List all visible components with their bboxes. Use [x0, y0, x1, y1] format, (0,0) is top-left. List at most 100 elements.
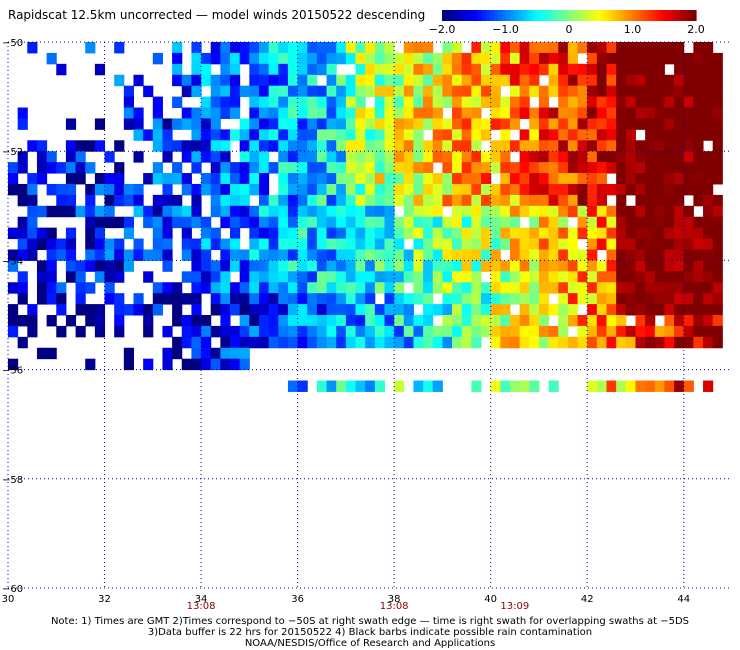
heatmap-cell [635, 227, 646, 240]
heatmap-cell [413, 282, 424, 294]
heatmap-cell [461, 293, 472, 305]
heatmap-cell [345, 293, 357, 305]
heatmap-cell [85, 260, 96, 272]
heatmap-cell [326, 96, 337, 109]
heatmap-cell [36, 271, 48, 283]
heatmap-cell [114, 162, 125, 174]
heatmap-cell [172, 315, 183, 327]
heatmap-cell [403, 129, 414, 141]
heatmap-cell [683, 304, 694, 316]
heatmap-cell [297, 173, 308, 185]
heatmap-cell [307, 118, 318, 130]
heatmap-cell [355, 205, 366, 218]
heatmap-cell [220, 238, 231, 250]
heatmap-cell [490, 249, 501, 261]
heatmap-cell [172, 42, 183, 54]
heatmap-cell [230, 173, 241, 185]
heatmap-cell [268, 85, 279, 98]
heatmap-cell [683, 325, 694, 338]
heatmap-cell [625, 173, 636, 185]
heatmap-cell [452, 74, 463, 87]
heatmap-cell [577, 173, 588, 185]
heatmap-cell [606, 282, 617, 294]
heatmap-cell [104, 173, 115, 185]
heatmap-cell [345, 282, 357, 294]
heatmap-cell [94, 249, 106, 261]
heatmap-cell [123, 183, 134, 196]
heatmap-cell [577, 249, 588, 261]
heatmap-cell [355, 118, 366, 130]
colorbar-swatch [600, 10, 606, 21]
heatmap-cell [490, 238, 501, 250]
heatmap-cell [162, 216, 173, 229]
heatmap-cell [519, 205, 530, 218]
heatmap-cell [230, 282, 241, 294]
heatmap-cell [596, 129, 608, 141]
heatmap-cell [297, 194, 308, 207]
colorbar-swatch [624, 10, 630, 21]
heatmap-cell [500, 205, 511, 218]
heatmap-cell [56, 304, 67, 316]
heatmap-cell [625, 129, 636, 141]
heatmap-cell [220, 129, 231, 141]
heatmap-cell [712, 74, 723, 87]
heatmap-cell [365, 282, 376, 294]
heatmap-cell [104, 260, 115, 272]
heatmap-cell [336, 304, 347, 316]
heatmap-cell [471, 216, 482, 229]
y-tick-label: −50 [2, 38, 23, 49]
heatmap-cell [500, 304, 511, 316]
heatmap-cell [606, 52, 617, 65]
heatmap-cell [413, 271, 424, 283]
heatmap-cell [365, 194, 376, 207]
heatmap-cell [17, 194, 28, 207]
heatmap-cell [481, 304, 492, 316]
heatmap-cell [538, 173, 550, 185]
heatmap-cell [423, 282, 434, 294]
heatmap-cell [365, 216, 376, 229]
heatmap-cell [374, 260, 385, 272]
heatmap-cell [471, 52, 482, 65]
heatmap-cell [577, 271, 588, 283]
heatmap-cell [258, 336, 270, 349]
heatmap-cell [529, 173, 540, 185]
heatmap-cell [355, 293, 366, 305]
heatmap-cell [635, 52, 646, 65]
heatmap-cell [94, 140, 106, 152]
heatmap-cell [287, 238, 299, 250]
heatmap-cell [201, 260, 212, 272]
heatmap-cell [442, 74, 453, 87]
heatmap-cell [500, 325, 511, 338]
heatmap-cell [403, 52, 414, 65]
heatmap-cell [56, 249, 67, 261]
heatmap-cell [374, 162, 385, 174]
heatmap-cell [616, 194, 627, 207]
heatmap-cell [596, 118, 608, 130]
colorbar-swatch [453, 10, 459, 21]
heatmap-cell [210, 282, 221, 294]
heatmap-cell [625, 96, 636, 109]
heatmap-cell [616, 205, 627, 218]
heatmap-cell [172, 282, 183, 294]
heatmap-cell [606, 380, 617, 392]
time-labels: 13:08 13:08 13:09 [187, 601, 530, 610]
heatmap-cell [27, 140, 38, 152]
heatmap-cell [693, 271, 704, 283]
heatmap-cell [394, 282, 405, 294]
heatmap-cell [683, 85, 694, 98]
heatmap-cell [683, 260, 694, 272]
heatmap-cell [268, 271, 279, 283]
heatmap-cell [423, 140, 434, 152]
heatmap-cell [75, 271, 86, 283]
heatmap-cell [703, 118, 714, 130]
heatmap-cell [596, 304, 608, 316]
heatmap-cell [693, 216, 704, 229]
heatmap-cell [442, 315, 453, 327]
heatmap-cell [558, 183, 569, 196]
heatmap-cell [75, 162, 86, 174]
heatmap-cell [635, 271, 646, 283]
heatmap-cell [258, 74, 270, 87]
heatmap-cell [490, 304, 501, 316]
heatmap-cell [345, 162, 357, 174]
heatmap-cell [8, 315, 19, 327]
